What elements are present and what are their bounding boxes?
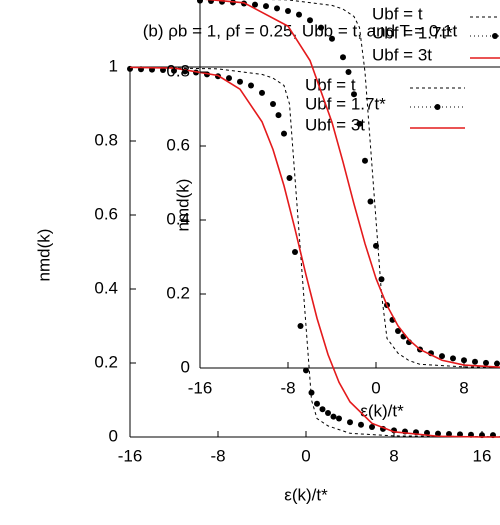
data-point — [319, 406, 326, 413]
y-tick-label: 1 — [109, 56, 118, 75]
legend-marker — [434, 104, 441, 110]
data-point — [308, 389, 315, 396]
inset-y-axis-title: nmd(k) — [173, 179, 192, 232]
data-point — [358, 421, 364, 428]
y-axis-title: nmd(k) — [34, 229, 53, 282]
x-tick-label: -8 — [280, 378, 295, 397]
data-point — [197, 0, 203, 4]
data-point — [362, 157, 368, 164]
y-tick-label: 0.2 — [94, 352, 118, 371]
x-tick-label: 0 — [371, 378, 380, 397]
data-line — [129, 66, 500, 438]
data-point — [356, 120, 363, 127]
inset-x-axis-title: ε(k)/t* — [360, 401, 404, 420]
data-point — [275, 112, 282, 119]
data-point — [237, 78, 243, 85]
x-tick-label: -16 — [118, 446, 143, 465]
y-tick-label: 0.8 — [166, 61, 190, 80]
data-point — [325, 409, 331, 416]
data-point — [450, 355, 456, 362]
data-point — [314, 400, 320, 407]
legend-label: Ubf = 1.7t* — [305, 94, 386, 113]
y-tick-label: 0.6 — [166, 135, 190, 154]
data-line — [129, 66, 500, 438]
data-point — [345, 69, 352, 75]
y-tick-label: 0 — [109, 426, 118, 445]
data-point — [270, 101, 276, 107]
legend-label: Ubf = t — [372, 4, 423, 23]
data-point — [367, 198, 374, 205]
data-point — [351, 91, 357, 98]
data-point — [307, 17, 313, 24]
x-tick-label: 16 — [473, 446, 492, 465]
legend-label: Ubf = t — [305, 75, 356, 94]
data-point — [461, 357, 467, 364]
data-point — [259, 89, 265, 96]
data-point — [318, 24, 324, 31]
data-point — [208, 0, 214, 4]
legend-label: Ubf = 3t — [372, 45, 432, 64]
data-line — [204, 0, 500, 368]
y-tick-label: 0.4 — [94, 278, 118, 297]
data-point — [252, 1, 258, 8]
x-axis-title: ε(k)/t* — [284, 485, 328, 504]
data-point — [171, 67, 177, 74]
data-point — [286, 175, 293, 181]
y-tick-label: 0.6 — [94, 204, 118, 223]
data-point — [340, 54, 346, 61]
y-tick-label: 0 — [181, 357, 190, 376]
data-point — [483, 359, 489, 366]
legend-label: Ubf = 3t — [305, 115, 365, 134]
legend-marker — [492, 33, 498, 39]
data-point — [435, 430, 441, 437]
data-point — [248, 82, 254, 89]
data-point — [373, 242, 379, 249]
data-point — [263, 3, 269, 10]
data-point — [472, 358, 478, 365]
data-point — [347, 419, 353, 426]
x-tick-label: -8 — [210, 446, 225, 465]
x-tick-label: 8 — [459, 378, 468, 397]
data-point — [303, 367, 309, 374]
data-point — [296, 11, 302, 18]
data-point — [439, 353, 445, 360]
data-point — [297, 323, 304, 329]
data-point — [292, 249, 298, 255]
data-point — [369, 424, 375, 431]
y-tick-label: 0.8 — [94, 130, 118, 149]
data-line — [267, 0, 500, 368]
chart-title: (b) ρb = 1, ρf = 0.25, Ubb = t, and T = … — [143, 21, 458, 40]
data-point — [226, 75, 232, 82]
data-point — [285, 7, 291, 14]
data-point — [336, 415, 342, 422]
data-point — [281, 130, 287, 137]
data-point — [330, 413, 337, 420]
x-tick-label: 0 — [301, 446, 310, 465]
data-point — [329, 35, 335, 42]
y-tick-label: 0.4 — [166, 209, 190, 228]
y-tick-label: 0.2 — [166, 283, 190, 302]
x-tick-label: 8 — [389, 446, 398, 465]
data-point — [378, 276, 385, 283]
data-point — [494, 360, 500, 367]
x-tick-label: -16 — [188, 378, 213, 397]
legend-label: Ubf = 1.7t* — [372, 23, 453, 42]
data-point — [274, 5, 280, 12]
data-point — [446, 431, 452, 438]
data-point — [395, 328, 401, 334]
